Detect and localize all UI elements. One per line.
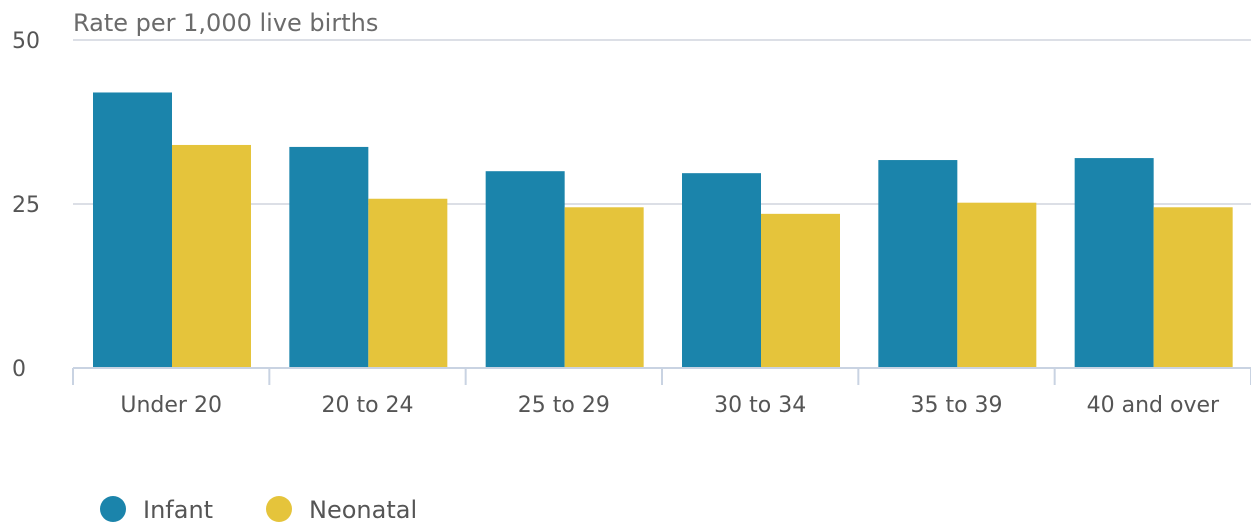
bar-neonatal-0[interactable] [172, 144, 251, 368]
legend-swatch-infant [100, 496, 126, 522]
bar-infant-5[interactable] [1074, 158, 1154, 368]
bar-neonatal-2[interactable] [564, 207, 644, 368]
legend-item-infant[interactable]: Infant [100, 496, 213, 524]
y-tick-label: 25 [12, 193, 40, 218]
bar-infant-2[interactable] [485, 171, 565, 368]
bar-neonatal-5[interactable] [1153, 207, 1233, 368]
x-tick-label: 30 to 34 [714, 393, 806, 418]
y-tick-label: 50 [12, 29, 40, 54]
x-tick-label: Under 20 [120, 393, 222, 418]
y-tick-label: 0 [12, 357, 26, 382]
bar-neonatal-1[interactable] [368, 198, 448, 368]
x-tick-label: 35 to 39 [910, 393, 1002, 418]
legend: Infant Neonatal [100, 496, 417, 524]
bar-neonatal-3[interactable] [761, 213, 840, 368]
legend-item-neonatal[interactable]: Neonatal [266, 496, 417, 524]
legend-label-neonatal: Neonatal [309, 496, 417, 524]
bars-layer [93, 92, 1233, 368]
x-tick-label: 20 to 24 [321, 393, 413, 418]
x-tick-label: 40 and over [1087, 393, 1220, 418]
bar-neonatal-4[interactable] [957, 202, 1037, 368]
x-tick-label: 25 to 29 [518, 393, 610, 418]
bar-infant-1[interactable] [289, 146, 369, 368]
legend-swatch-neonatal [266, 496, 292, 522]
bar-infant-0[interactable] [93, 92, 172, 368]
bar-infant-4[interactable] [878, 160, 958, 368]
bar-infant-3[interactable] [682, 173, 761, 368]
y-axis-title: Rate per 1,000 live births [73, 9, 378, 37]
legend-label-infant: Infant [143, 496, 213, 524]
grid-layer [73, 39, 1251, 205]
axes-layer: 0 25 50 Under 20 20 to 24 25 to 29 30 to 34 35 … [12, 29, 1251, 418]
